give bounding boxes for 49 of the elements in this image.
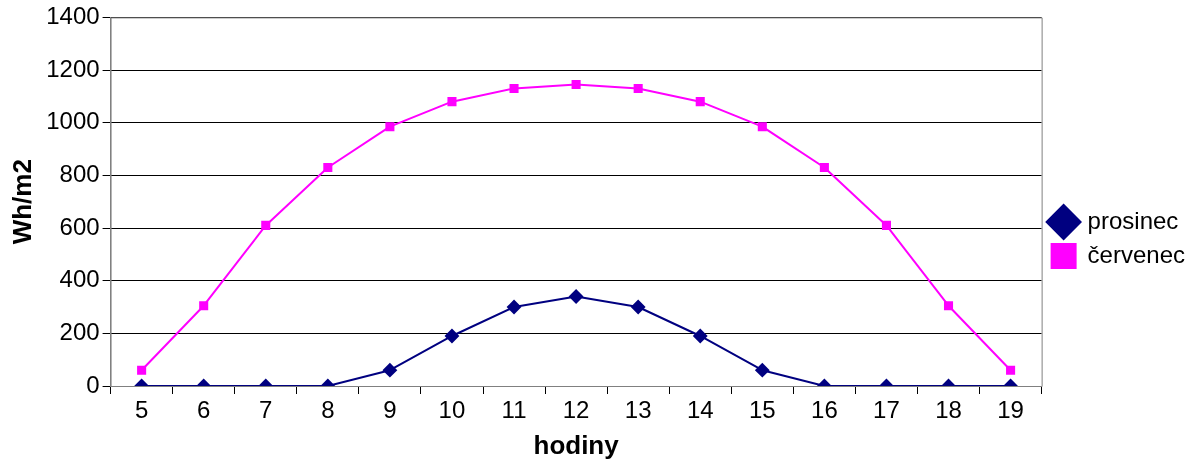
point — [382, 363, 397, 378]
point — [631, 300, 646, 315]
point — [509, 83, 519, 94]
point — [323, 162, 333, 173]
point — [261, 220, 271, 230]
x-tick-label: 13 — [624, 396, 652, 424]
point — [199, 301, 209, 311]
x-tick-label: 5 — [134, 396, 149, 424]
y-tick-label: 600 — [59, 212, 100, 240]
point — [1006, 365, 1016, 375]
y-tick-label: 1200 — [46, 54, 100, 82]
point — [693, 328, 708, 343]
point — [755, 363, 770, 378]
x-tick-label: 9 — [383, 396, 397, 424]
point — [695, 97, 705, 107]
y-tick-label: 1400 — [46, 2, 100, 30]
y-tick-label: 1000 — [46, 107, 100, 135]
x-tick-label: 8 — [321, 396, 335, 424]
x-tick-label: 15 — [748, 396, 776, 424]
x-tick-label: 18 — [935, 396, 962, 424]
point — [447, 97, 457, 107]
x-tick-label: 12 — [562, 396, 590, 424]
point — [757, 122, 767, 132]
point — [569, 289, 584, 304]
point — [881, 220, 891, 230]
y-tick-label: 800 — [59, 160, 100, 187]
x-tick-label: 7 — [259, 396, 273, 424]
x-tick-label: 16 — [811, 396, 838, 424]
x-tick-label: 19 — [997, 396, 1024, 424]
x-tick-label: 6 — [197, 396, 211, 424]
point — [507, 300, 522, 315]
y-tick-label: 400 — [59, 265, 100, 293]
point — [633, 83, 643, 94]
point — [943, 301, 954, 311]
y-tick-label: 200 — [59, 317, 100, 345]
y-tick-label: 0 — [86, 370, 100, 398]
x-tick-label: 17 — [873, 396, 900, 424]
x-tick-label: 11 — [501, 396, 527, 424]
legend-label: červenec — [1087, 240, 1186, 268]
x-tick-label: 14 — [686, 396, 714, 424]
point — [819, 162, 829, 173]
x-axis-title: hodiny — [533, 429, 620, 460]
y-axis-title: Wh/m2 — [6, 159, 37, 245]
point — [137, 365, 147, 375]
point — [571, 80, 581, 90]
legend-label: prosinec — [1087, 206, 1179, 234]
x-tick-label: 10 — [438, 396, 466, 424]
point — [444, 328, 459, 343]
point — [385, 122, 395, 132]
